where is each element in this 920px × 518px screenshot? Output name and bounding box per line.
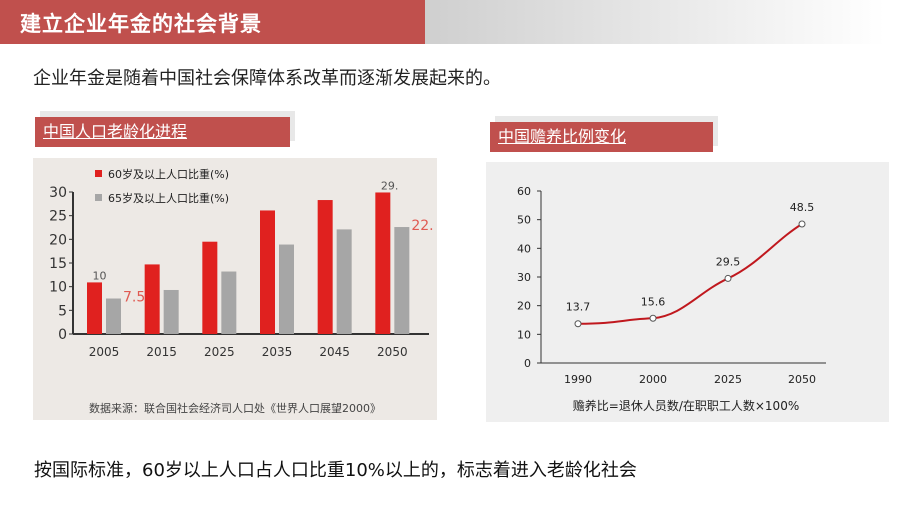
- aging-chart-label: 中国人口老龄化进程: [35, 117, 290, 147]
- title-bar: [0, 0, 425, 44]
- data-label: 10: [93, 269, 107, 282]
- data-label: 29.: [381, 179, 399, 192]
- bar-65plus-2050: [394, 227, 410, 334]
- y-tick-label: 30: [517, 271, 531, 284]
- series-line: [577, 223, 803, 325]
- y-tick-label: 20: [49, 232, 67, 248]
- dependency-chart-panel: 0 10 20 30 40 50 60 13.7 1990 15.6 2000 29.5 2025 48.…: [486, 162, 889, 422]
- data-label: 29.5: [716, 255, 741, 268]
- data-label: 7.5: [123, 290, 145, 306]
- x-tick-label: 2025: [204, 345, 235, 359]
- y-tick-label: 0: [58, 327, 67, 343]
- y-tick-label: 25: [49, 209, 67, 225]
- data-label: 13.7: [566, 301, 591, 314]
- conclusion-text: 按国际标准，60岁以上人口占人口比重10%以上的，标志着进入老龄化社会: [34, 460, 637, 481]
- y-tick-label: 10: [517, 328, 531, 341]
- bar-60plus-2050: [375, 192, 391, 334]
- data-point-2000: [649, 314, 657, 322]
- x-tick-label: 2000: [639, 373, 667, 386]
- y-tick-label: 30: [49, 185, 67, 201]
- data-label: 48.5: [790, 201, 815, 214]
- bar-65plus-2045: [336, 229, 352, 334]
- bar-65plus-2015: [163, 289, 179, 334]
- data-source-note: 数据来源：联合国社会经济司人口处《世界人口展望2000》: [89, 401, 381, 415]
- intro-text: 企业年金是随着中国社会保障体系改革而逐渐发展起来的。: [33, 68, 501, 89]
- aging-chart-panel: 0 5 10 15 20 25 30 2005 2015 2025 2035 2045 2050 10 7.…: [33, 158, 437, 420]
- legend-label: 60岁及以上人口比重(%): [108, 167, 229, 181]
- y-tick-label: 5: [58, 303, 67, 319]
- y-tick-label: 60: [517, 185, 531, 198]
- x-tick-label: 2035: [262, 345, 293, 359]
- x-tick-label: 2050: [377, 345, 408, 359]
- x-tick-label: 2025: [714, 373, 742, 386]
- legend-swatch: [95, 194, 102, 201]
- bar-60plus-2045: [317, 200, 333, 334]
- y-tick-label: 40: [517, 242, 531, 255]
- data-point-2050: [798, 220, 806, 228]
- bar-65plus-2005: [106, 298, 121, 334]
- x-tick-label: 1990: [564, 373, 592, 386]
- bar-65plus-2025: [221, 271, 237, 334]
- bar-60plus-2015: [144, 264, 160, 334]
- page-title: 建立企业年金的社会背景: [20, 12, 262, 36]
- bar-65plus-2035: [279, 244, 294, 334]
- dependency-line-chart: 0 10 20 30 40 50 60 13.7 1990 15.6 2000 29.5 2025 48.…: [517, 185, 826, 413]
- formula-note: 赡养比=退休人员数/在职职工人数×100%: [573, 398, 799, 413]
- x-tick-label: 2005: [89, 345, 120, 359]
- y-tick-label: 50: [517, 214, 531, 227]
- x-tick-label: 2045: [319, 345, 350, 359]
- bar-60plus-2035: [260, 210, 275, 334]
- title-bar-gradient: [425, 0, 885, 44]
- data-point-1990: [574, 320, 582, 328]
- data-point-2025: [724, 274, 732, 282]
- x-tick-label: 2015: [146, 345, 177, 359]
- legend-label: 65岁及以上人口比重(%): [108, 191, 229, 205]
- legend-swatch: [95, 170, 102, 177]
- y-tick-label: 10: [49, 280, 67, 296]
- x-tick-label: 2050: [788, 373, 816, 386]
- y-tick-label: 0: [524, 357, 531, 370]
- y-tick-label: 20: [517, 300, 531, 313]
- dependency-chart-label: 中国赡养比例变化: [490, 122, 713, 152]
- y-tick-label: 15: [49, 256, 67, 272]
- bar-60plus-2005: [87, 282, 102, 334]
- data-label: 15.6: [641, 295, 666, 308]
- bar-60plus-2025: [202, 241, 218, 334]
- data-label: 22.: [411, 218, 433, 234]
